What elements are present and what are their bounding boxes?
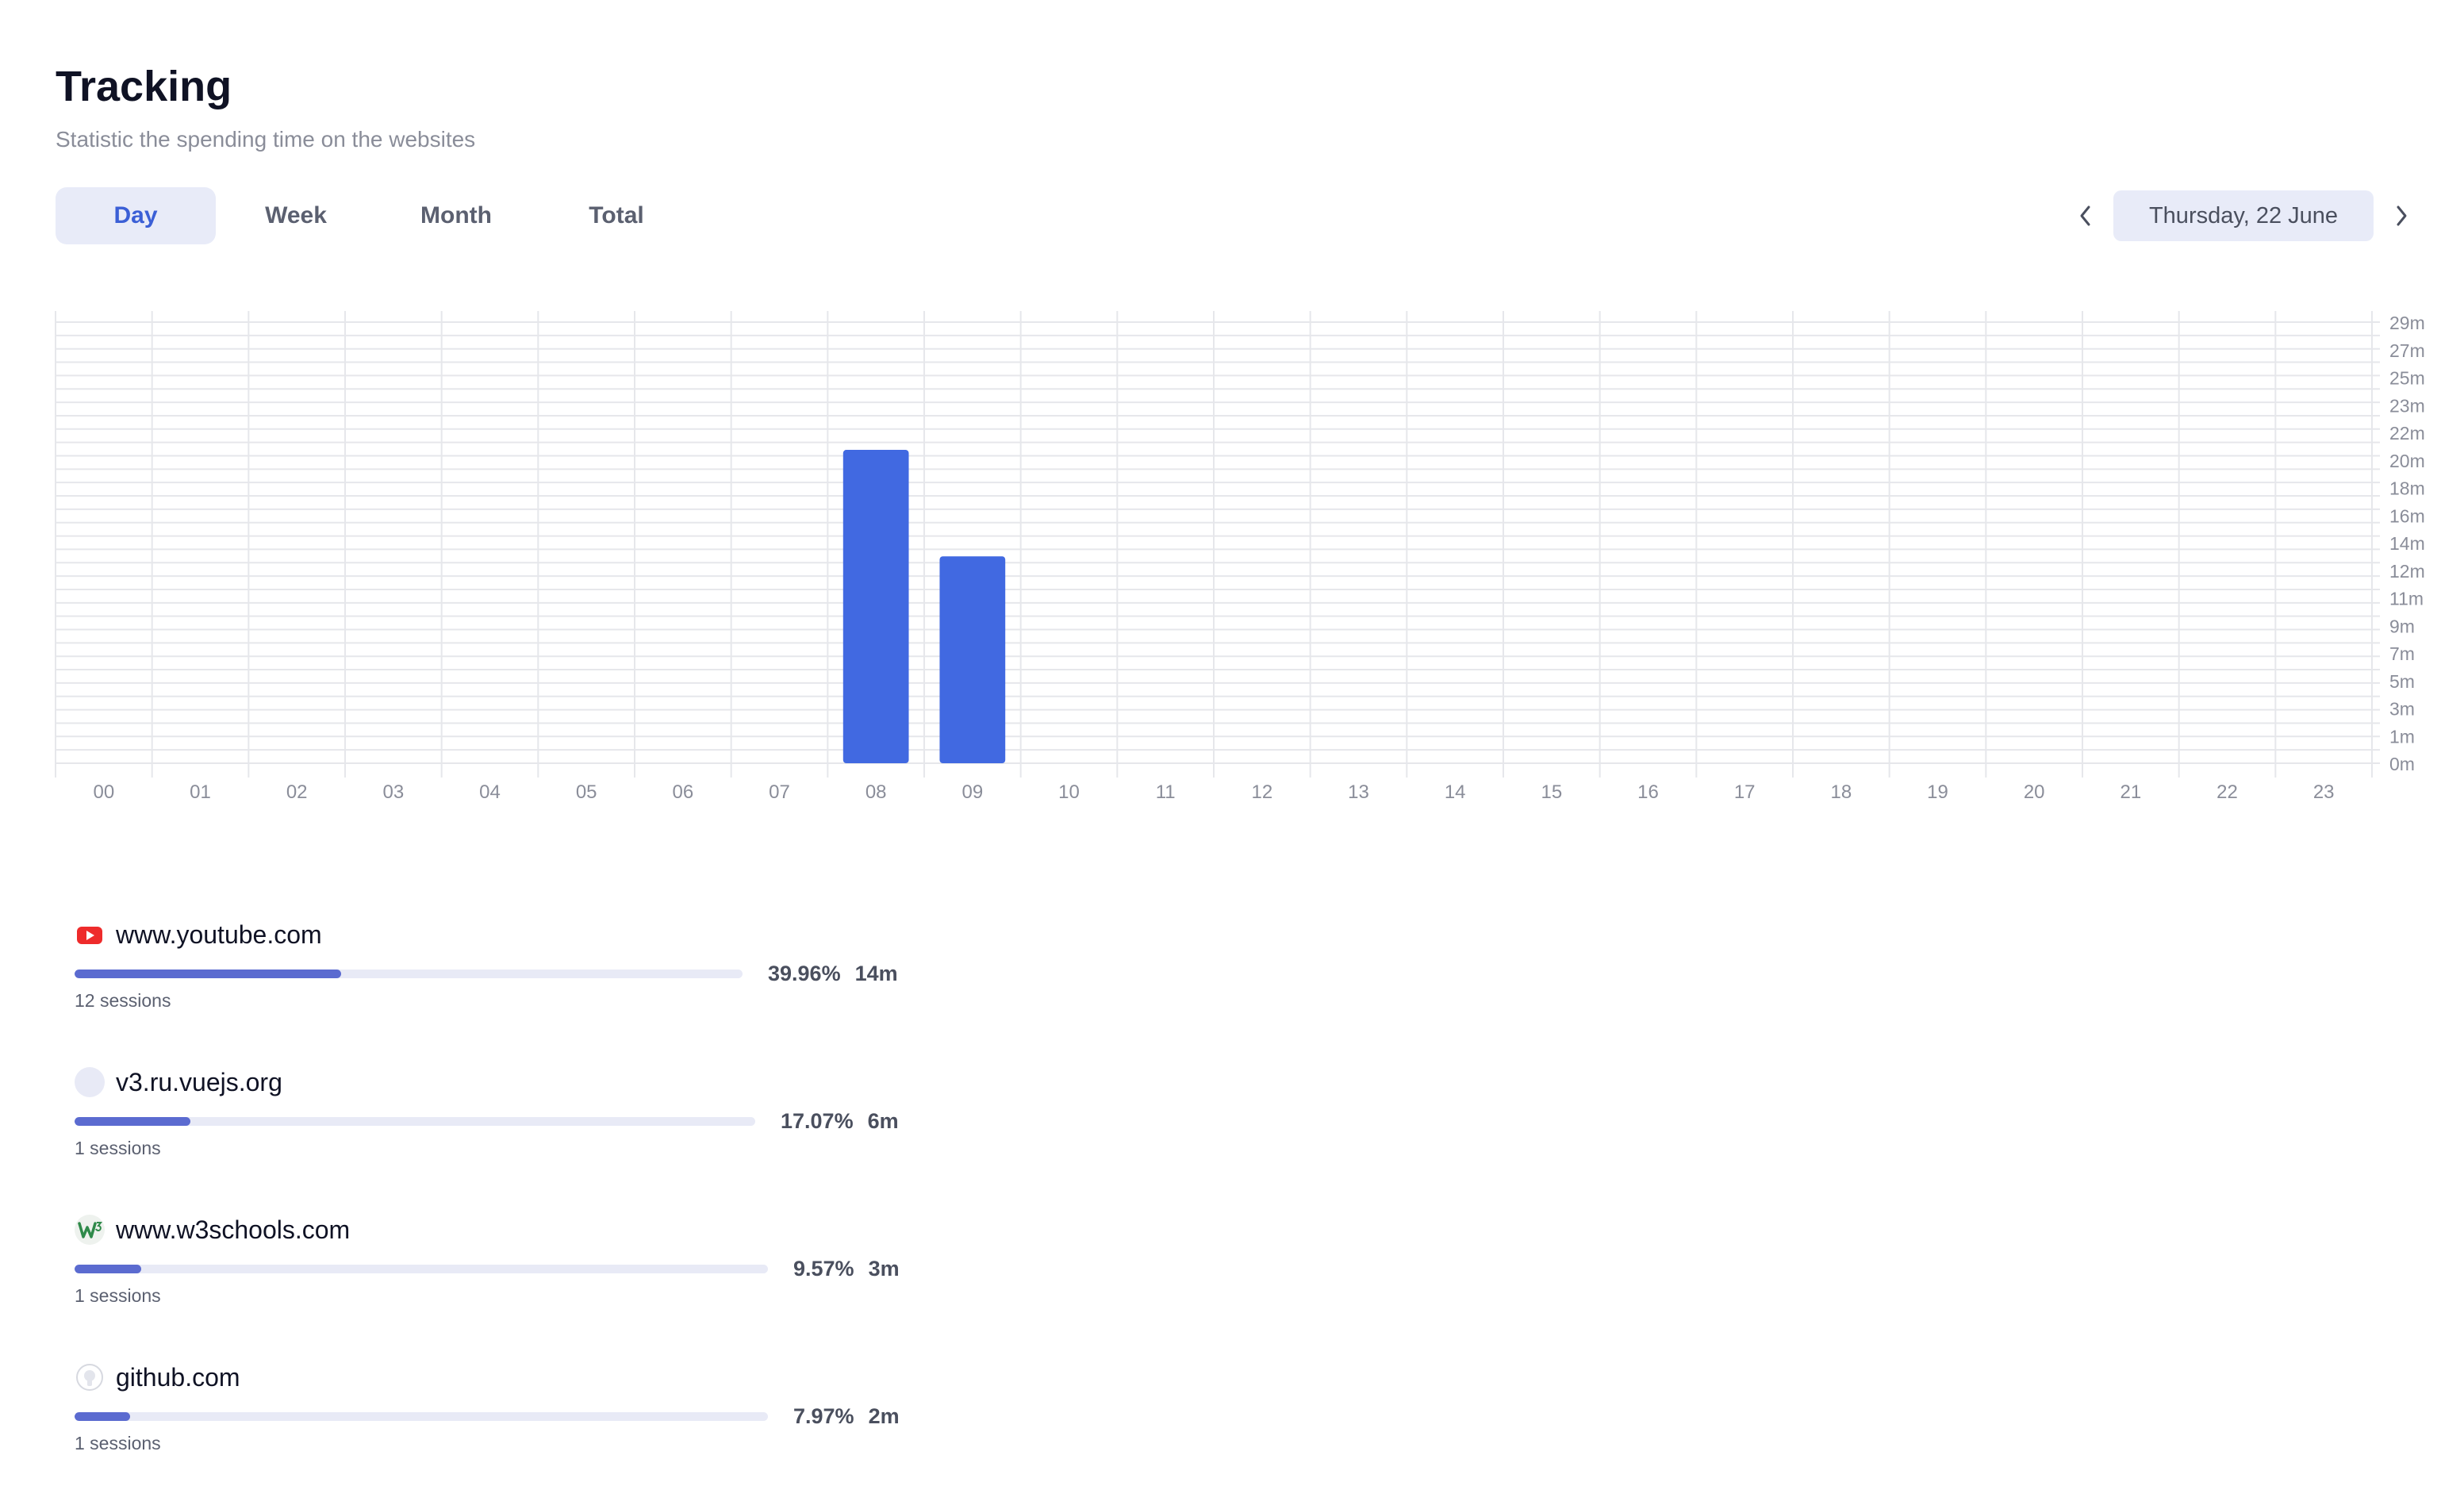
y-tick-label: 12m — [2389, 561, 2425, 582]
chart-bar — [939, 556, 1006, 763]
site-name[interactable]: v3.ru.vuejs.org — [116, 1067, 282, 1096]
usage-percent: 39.96% — [768, 961, 841, 985]
prev-date-button[interactable] — [2064, 190, 2107, 241]
github-icon — [75, 1362, 105, 1392]
x-tick-label: 15 — [1541, 781, 1562, 803]
x-tick-label: 11 — [1156, 781, 1176, 803]
list-item[interactable]: github.com 7.97% 2m 1 sessions — [75, 1361, 908, 1509]
site-name[interactable]: www.w3schools.com — [116, 1215, 351, 1244]
page-subtitle: Statistic the spending time on the websi… — [56, 127, 476, 152]
x-tick-label: 05 — [576, 781, 597, 803]
x-tick-label: 10 — [1058, 781, 1080, 803]
y-tick-label: 7m — [2389, 643, 2415, 664]
usage-progress-fill — [75, 969, 342, 978]
x-tick-label: 03 — [382, 781, 404, 803]
x-tick-label: 04 — [479, 781, 501, 803]
usage-progress-fill — [75, 1411, 130, 1421]
y-tick-label: 16m — [2389, 505, 2425, 526]
y-tick-label: 23m — [2389, 395, 2425, 416]
site-name[interactable]: www.youtube.com — [116, 920, 322, 949]
youtube-icon — [75, 920, 105, 950]
blank-favicon-icon — [75, 1067, 105, 1097]
w3schools-icon — [75, 1215, 105, 1245]
x-tick-label: 07 — [769, 781, 790, 803]
usage-progress-fill — [75, 1264, 141, 1273]
page-header: Tracking Statistic the spending time on … — [56, 59, 475, 154]
hourly-usage-chart: 0m 1m 3m 5m 7m 9m 11m 12m 14m 16m 18m 20m 22m 23m 25m 2… — [55, 311, 2425, 803]
x-tick-label: 21 — [2120, 781, 2141, 803]
x-tick-label: 01 — [190, 781, 211, 803]
y-tick-label: 3m — [2389, 699, 2415, 720]
y-tick-label: 9m — [2389, 616, 2415, 636]
session-count: 1 sessions — [75, 1433, 161, 1453]
tab-month[interactable]: Month — [420, 202, 492, 228]
y-tick-label: 14m — [2389, 533, 2425, 554]
date-picker[interactable]: Thursday, 22 June — [2113, 190, 2374, 241]
x-tick-label: 23 — [2313, 781, 2335, 803]
x-tick-label: 20 — [2024, 781, 2045, 803]
x-tick-label: 17 — [1734, 781, 1756, 803]
site-name[interactable]: github.com — [116, 1362, 240, 1392]
usage-percent: 9.57% — [793, 1256, 854, 1281]
usage-progress-bar — [75, 1411, 768, 1421]
list-item[interactable]: www.w3schools.com 9.57% 3m 1 sessions — [75, 1214, 908, 1361]
x-tick-label: 16 — [1637, 781, 1659, 803]
page-title: Tracking — [56, 63, 232, 110]
x-tick-label: 12 — [1251, 781, 1272, 803]
x-tick-label: 18 — [1830, 781, 1852, 803]
y-tick-label: 25m — [2389, 368, 2425, 389]
period-tabs: Day Week Month Total — [56, 187, 697, 244]
x-tick-label: 09 — [961, 781, 983, 803]
usage-progress-bar — [75, 1264, 768, 1273]
list-item[interactable]: www.youtube.com 39.96% 14m 12 sessions — [75, 919, 908, 1066]
list-item[interactable]: v3.ru.vuejs.org 17.07% 6m 1 sessions — [75, 1066, 908, 1214]
session-count: 1 sessions — [75, 1285, 161, 1306]
chevron-right-icon — [2397, 205, 2407, 226]
usage-progress-bar — [75, 1116, 755, 1126]
x-tick-label: 08 — [865, 781, 887, 803]
y-tick-label: 22m — [2389, 423, 2425, 443]
site-list: www.youtube.com 39.96% 14m 12 sessions v… — [75, 919, 908, 1509]
chevron-left-icon — [2080, 205, 2090, 226]
chart-bar — [842, 450, 909, 763]
y-tick-label: 29m — [2389, 313, 2425, 333]
usage-duration: 2m — [868, 1403, 900, 1428]
usage-percent: 17.07% — [781, 1108, 854, 1133]
y-tick-label: 0m — [2389, 754, 2415, 774]
tab-week[interactable]: Week — [265, 202, 327, 228]
usage-percent: 7.97% — [793, 1403, 854, 1428]
y-tick-label: 20m — [2389, 451, 2425, 471]
usage-duration: 6m — [867, 1108, 899, 1133]
session-count: 1 sessions — [75, 1138, 161, 1158]
x-tick-label: 19 — [1927, 781, 1948, 803]
date-navigator: Thursday, 22 June — [2064, 190, 2423, 241]
usage-progress-fill — [75, 1116, 191, 1126]
y-tick-label: 1m — [2389, 726, 2415, 747]
x-tick-label: 02 — [286, 781, 308, 803]
tab-day[interactable]: Day — [56, 187, 216, 244]
x-tick-label: 00 — [93, 781, 114, 803]
x-tick-label: 22 — [2216, 781, 2238, 803]
y-tick-label: 5m — [2389, 671, 2415, 692]
y-tick-label: 18m — [2389, 478, 2425, 499]
x-tick-label: 13 — [1348, 781, 1369, 803]
tab-total[interactable]: Total — [589, 202, 644, 228]
usage-progress-bar — [75, 969, 743, 978]
next-date-button[interactable] — [2380, 190, 2423, 241]
session-count: 12 sessions — [75, 990, 171, 1011]
usage-duration: 14m — [854, 961, 898, 985]
x-tick-label: 06 — [672, 781, 693, 803]
y-tick-label: 11m — [2389, 589, 2424, 609]
y-tick-label: 27m — [2389, 340, 2425, 361]
usage-duration: 3m — [868, 1256, 900, 1281]
x-tick-label: 14 — [1445, 781, 1466, 803]
